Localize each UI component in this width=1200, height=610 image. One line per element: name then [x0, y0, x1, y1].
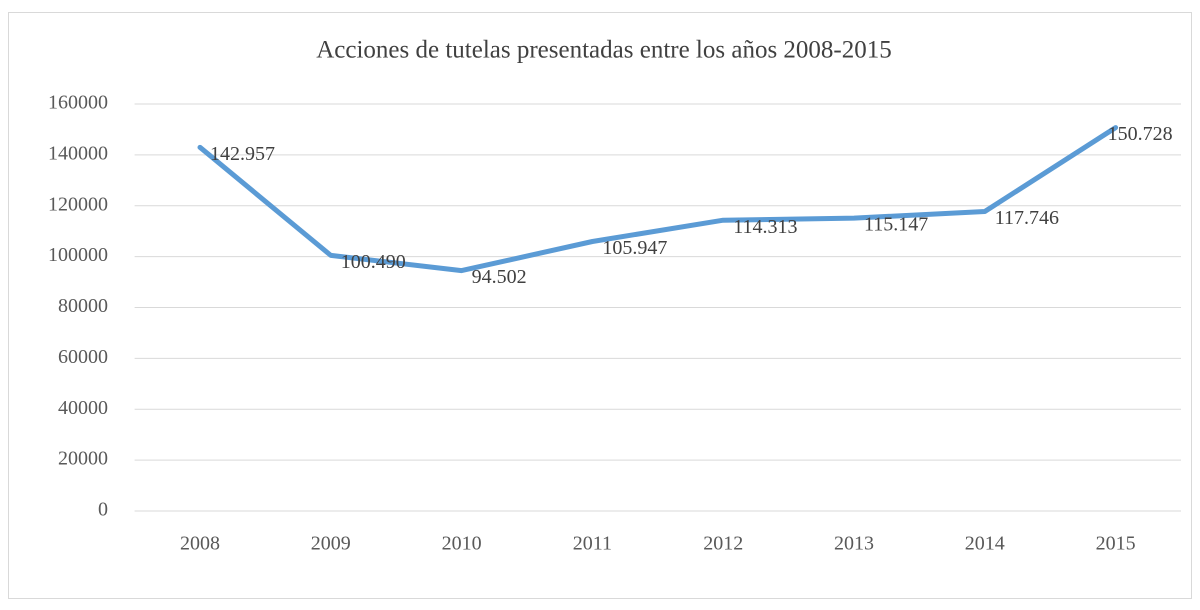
y-tick-label: 20000: [58, 448, 108, 470]
x-tick-label: 2012: [703, 533, 743, 555]
data-label: 105.947: [602, 237, 667, 259]
y-tick-label: 100000: [48, 244, 108, 266]
data-label: 114.313: [733, 216, 797, 238]
y-tick-label: 140000: [48, 142, 108, 164]
x-tick-label: 2011: [573, 533, 612, 555]
x-tick-label: 2008: [180, 533, 220, 555]
y-tick-label: 120000: [48, 193, 108, 215]
chart-frame: [8, 12, 1192, 599]
x-tick-label: 2015: [1096, 533, 1136, 555]
data-label: 117.746: [995, 207, 1059, 229]
x-tick-label: 2013: [834, 533, 874, 555]
data-label: 100.490: [341, 251, 406, 273]
x-tick-label: 2014: [965, 533, 1005, 555]
x-tick-label: 2010: [442, 533, 482, 555]
x-tick-label: 2009: [311, 533, 351, 555]
y-tick-label: 40000: [58, 397, 108, 419]
data-label: 94.502: [472, 266, 527, 288]
data-label: 115.147: [864, 214, 928, 236]
y-tick-label: 160000: [48, 92, 108, 114]
data-label: 142.957: [210, 143, 275, 165]
chart-title: Acciones de tutelas presentadas entre lo…: [316, 37, 892, 64]
y-tick-label: 0: [98, 499, 108, 521]
data-label: 150.728: [1108, 123, 1173, 145]
data-line: [197, 125, 1119, 274]
y-tick-label: 60000: [58, 346, 108, 368]
y-tick-label: 80000: [58, 295, 108, 317]
